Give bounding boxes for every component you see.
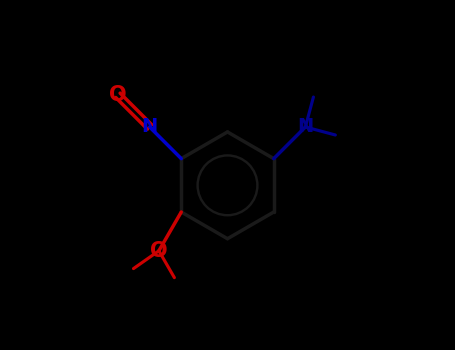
Text: N: N bbox=[142, 118, 158, 136]
Text: O: O bbox=[150, 241, 168, 261]
Text: O: O bbox=[109, 85, 127, 105]
Text: N: N bbox=[297, 118, 313, 136]
